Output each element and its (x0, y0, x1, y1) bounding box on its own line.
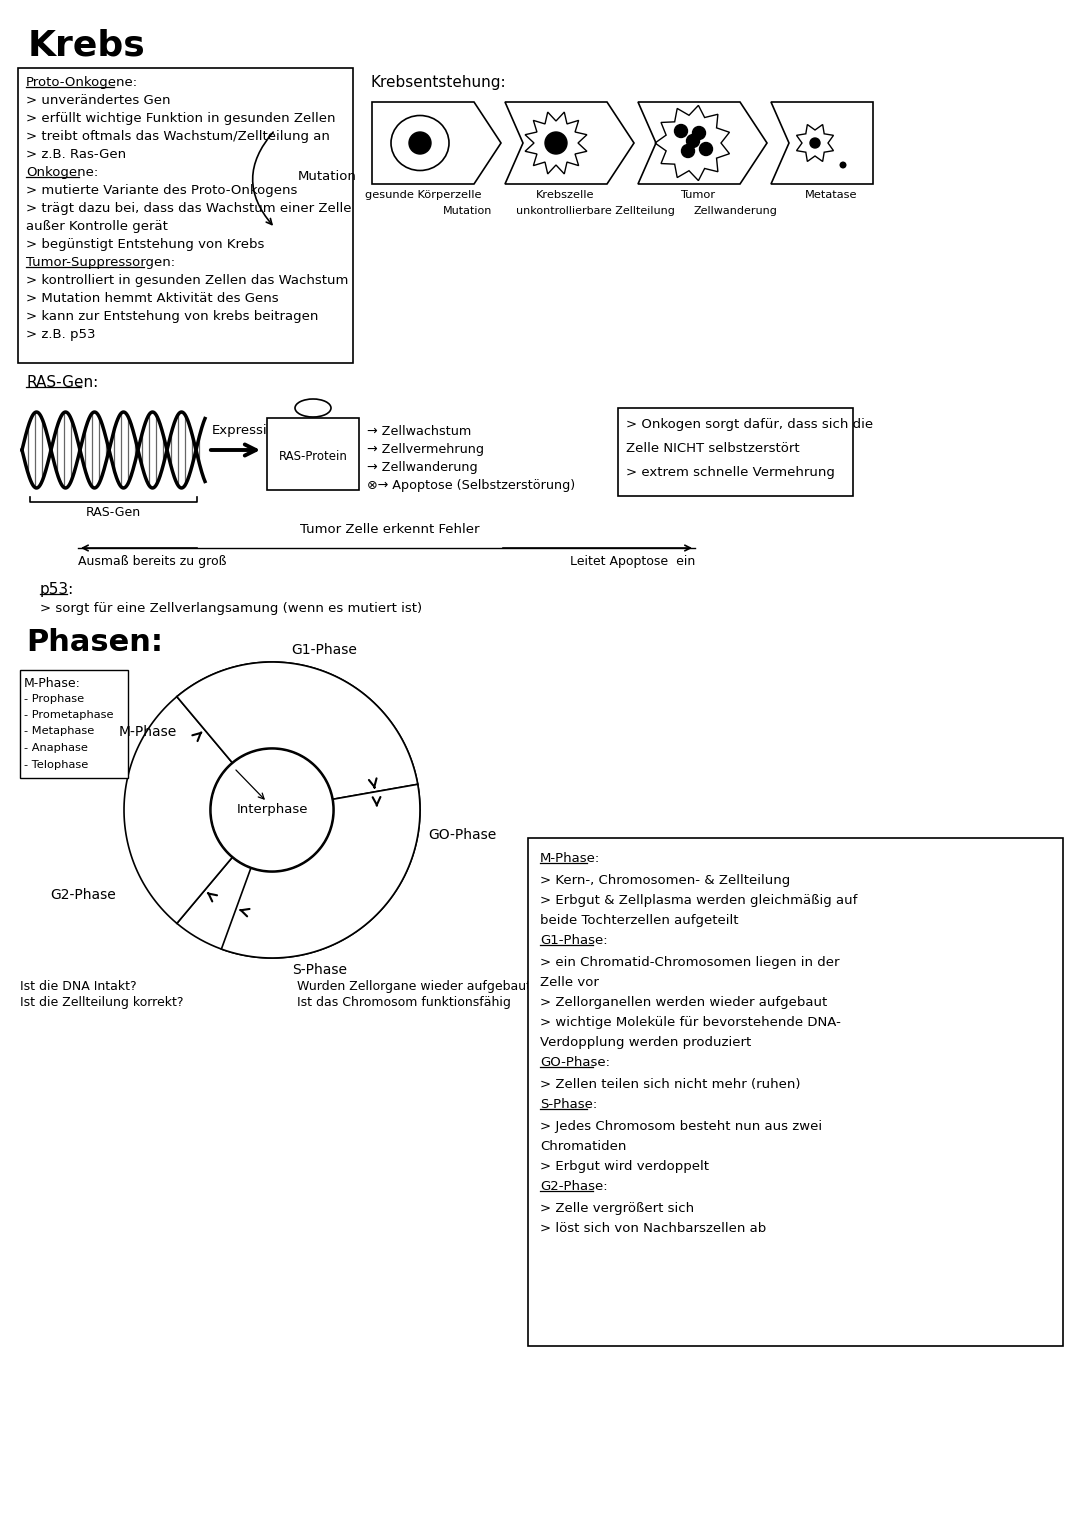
Text: G2-Phase: G2-Phase (51, 889, 116, 902)
Text: M-Phase: M-Phase (119, 725, 177, 739)
Text: > Mutation hemmt Aktivität des Gens: > Mutation hemmt Aktivität des Gens (26, 292, 279, 305)
Text: > Onkogen sorgt dafür, dass sich die: > Onkogen sorgt dafür, dass sich die (626, 418, 873, 431)
Text: - Telophase: - Telophase (24, 759, 89, 770)
Text: > Jedes Chromosom besteht nun aus zwei: > Jedes Chromosom besteht nun aus zwei (540, 1119, 822, 1133)
Text: > Zellorganellen werden wieder aufgebaut: > Zellorganellen werden wieder aufgebaut (540, 996, 827, 1009)
Text: ⊗→ Apoptose (Selbstzerstörung): ⊗→ Apoptose (Selbstzerstörung) (367, 479, 576, 492)
Text: Metatase: Metatase (805, 189, 858, 200)
Text: > treibt oftmals das Wachstum/Zellteilung an: > treibt oftmals das Wachstum/Zellteilun… (26, 130, 329, 144)
FancyBboxPatch shape (528, 838, 1063, 1345)
Ellipse shape (409, 131, 431, 154)
Text: - Prometaphase: - Prometaphase (24, 710, 113, 721)
Text: - Prophase: - Prophase (24, 693, 84, 704)
Text: RAS-Gen:: RAS-Gen: (26, 376, 98, 389)
Ellipse shape (839, 162, 847, 168)
Text: > extrem schnelle Vermehrung: > extrem schnelle Vermehrung (626, 466, 835, 479)
Text: > begünstigt Entstehung von Krebs: > begünstigt Entstehung von Krebs (26, 238, 265, 250)
Ellipse shape (675, 125, 688, 137)
Text: > Erbgut wird verdoppelt: > Erbgut wird verdoppelt (540, 1161, 708, 1173)
Polygon shape (177, 663, 418, 799)
Text: Mutation: Mutation (298, 169, 356, 183)
Text: Phasen:: Phasen: (26, 628, 163, 657)
Text: > kontrolliert in gesunden Zellen das Wachstum: > kontrolliert in gesunden Zellen das Wa… (26, 273, 349, 287)
Ellipse shape (545, 131, 567, 154)
Text: Ist das Chromosom funktionsfähig: Ist das Chromosom funktionsfähig (297, 996, 511, 1009)
Text: beide Tochterzellen aufgeteilt: beide Tochterzellen aufgeteilt (540, 915, 739, 927)
FancyBboxPatch shape (618, 408, 853, 496)
Text: > unverändertes Gen: > unverändertes Gen (26, 95, 171, 107)
Ellipse shape (681, 145, 694, 157)
Text: > Kern-, Chromosomen- & Zellteilung: > Kern-, Chromosomen- & Zellteilung (540, 873, 791, 887)
Text: > ein Chromatid-Chromosomen liegen in der: > ein Chromatid-Chromosomen liegen in de… (540, 956, 839, 970)
Text: Krebszelle: Krebszelle (536, 189, 594, 200)
Text: Ausmaß bereits zu groß: Ausmaß bereits zu groß (78, 554, 227, 568)
Ellipse shape (810, 137, 820, 148)
Text: RAS-Gen: RAS-Gen (86, 505, 141, 519)
Polygon shape (177, 663, 420, 809)
Text: > Zelle vergrößert sich: > Zelle vergrößert sich (540, 1202, 694, 1215)
Circle shape (211, 750, 333, 870)
Text: Onkogene:: Onkogene: (26, 166, 98, 179)
Text: → Zellvermehrung: → Zellvermehrung (367, 443, 484, 457)
Text: Interphase: Interphase (237, 803, 308, 817)
Text: Verdopplung werden produziert: Verdopplung werden produziert (540, 1035, 752, 1049)
Text: außer Kontrolle gerät: außer Kontrolle gerät (26, 220, 167, 234)
Text: > z.B. p53: > z.B. p53 (26, 328, 95, 341)
Text: > Erbgut & Zellplasma werden gleichmäßig auf: > Erbgut & Zellplasma werden gleichmäßig… (540, 893, 858, 907)
Text: Tumor Zelle erkennt Fehler: Tumor Zelle erkennt Fehler (300, 524, 480, 536)
Text: Ist die Zellteilung korrekt?: Ist die Zellteilung korrekt? (21, 996, 184, 1009)
Text: S-Phase:: S-Phase: (540, 1098, 597, 1112)
Text: > sorgt für eine Zellverlangsamung (wenn es mutiert ist): > sorgt für eine Zellverlangsamung (wenn… (40, 602, 422, 615)
Text: Proto-Onkogene:: Proto-Onkogene: (26, 76, 138, 89)
Text: > wichtige Moleküle für bevorstehende DNA-: > wichtige Moleküle für bevorstehende DN… (540, 1015, 841, 1029)
Text: Krebsentstehung:: Krebsentstehung: (370, 75, 505, 90)
Text: Tumor-Suppressorgen:: Tumor-Suppressorgen: (26, 257, 175, 269)
Text: Mutation: Mutation (443, 206, 492, 215)
Polygon shape (221, 785, 420, 957)
Text: RAS-Protein: RAS-Protein (279, 449, 348, 463)
Ellipse shape (687, 134, 700, 148)
FancyBboxPatch shape (21, 670, 129, 777)
Text: > Zellen teilen sich nicht mehr (ruhen): > Zellen teilen sich nicht mehr (ruhen) (540, 1078, 800, 1090)
Text: > z.B. Ras-Gen: > z.B. Ras-Gen (26, 148, 126, 160)
Ellipse shape (692, 127, 705, 139)
Polygon shape (124, 696, 232, 924)
FancyBboxPatch shape (18, 69, 353, 363)
Text: M-Phase:: M-Phase: (540, 852, 600, 864)
Ellipse shape (700, 142, 713, 156)
Text: Chromatiden: Chromatiden (540, 1141, 626, 1153)
Text: > erfüllt wichtige Funktion in gesunden Zellen: > erfüllt wichtige Funktion in gesunden … (26, 111, 336, 125)
Text: > kann zur Entstehung von krebs beitragen: > kann zur Entstehung von krebs beitrage… (26, 310, 319, 324)
FancyBboxPatch shape (267, 418, 359, 490)
Text: unkontrollierbare Zellteilung: unkontrollierbare Zellteilung (515, 206, 674, 215)
Text: → Zellwachstum: → Zellwachstum (367, 425, 471, 438)
Text: Wurden Zellorgane wieder aufgebaut?: Wurden Zellorgane wieder aufgebaut? (297, 980, 538, 993)
Text: G2-Phase:: G2-Phase: (540, 1180, 608, 1193)
Text: Ist die DNA Intakt?: Ist die DNA Intakt? (21, 980, 137, 993)
Text: S-Phase: S-Phase (292, 964, 347, 977)
Text: Krebs: Krebs (28, 27, 146, 63)
Text: Tumor: Tumor (680, 189, 716, 200)
Text: Zellwanderung: Zellwanderung (693, 206, 777, 215)
Text: > trägt dazu bei, dass das Wachstum einer Zelle: > trägt dazu bei, dass das Wachstum eine… (26, 202, 351, 215)
Text: → Zellwanderung: → Zellwanderung (367, 461, 477, 473)
Text: > löst sich von Nachbarszellen ab: > löst sich von Nachbarszellen ab (540, 1222, 766, 1235)
Text: p53:: p53: (40, 582, 75, 597)
Text: Zelle vor: Zelle vor (540, 976, 599, 989)
Text: G1-Phase: G1-Phase (292, 643, 356, 657)
Text: - Anaphase: - Anaphase (24, 744, 87, 753)
Text: Zelle NICHT selbstzerstört: Zelle NICHT selbstzerstört (626, 441, 799, 455)
Text: GO-Phase:: GO-Phase: (540, 1057, 610, 1069)
Text: Leitet Apoptose  ein: Leitet Apoptose ein (570, 554, 696, 568)
Text: M-Phase:: M-Phase: (24, 676, 81, 690)
Text: GO-Phase: GO-Phase (428, 828, 496, 841)
Text: Expression: Expression (212, 425, 284, 437)
Text: G1-Phase:: G1-Phase: (540, 935, 608, 947)
Text: gesunde Körperzelle: gesunde Körperzelle (365, 189, 482, 200)
Text: - Metaphase: - Metaphase (24, 727, 94, 736)
Polygon shape (177, 809, 420, 957)
Text: > mutierte Variante des Proto-Onkogens: > mutierte Variante des Proto-Onkogens (26, 183, 297, 197)
